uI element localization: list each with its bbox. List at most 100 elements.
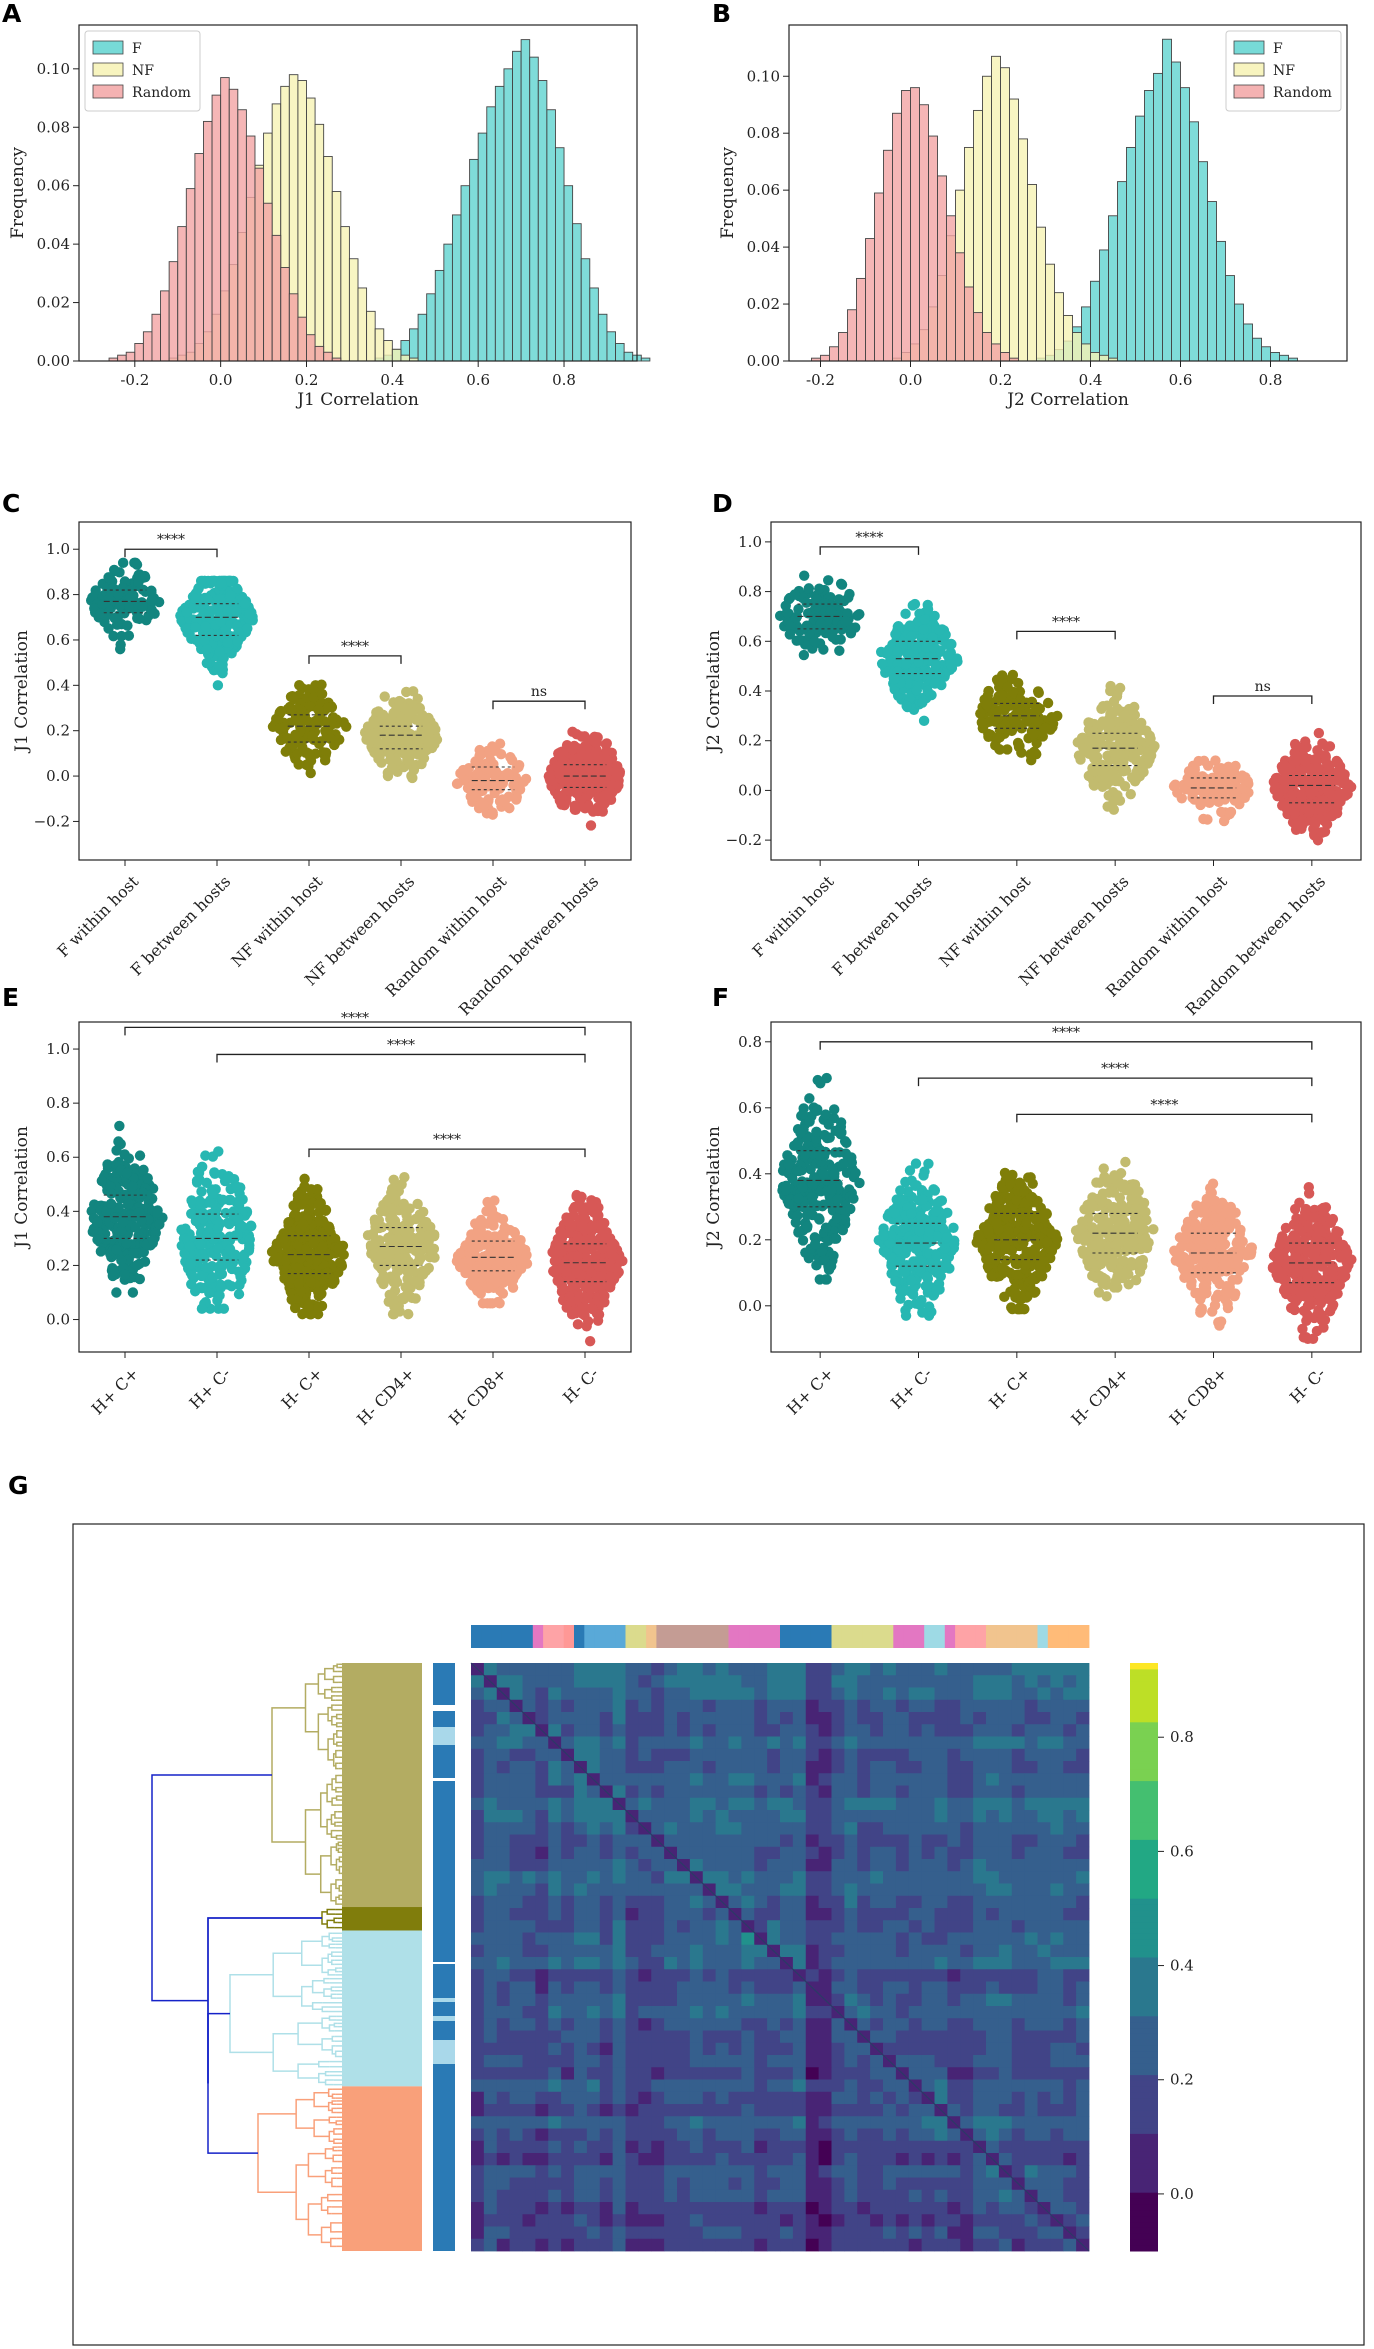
histogram-bar-random xyxy=(297,316,307,362)
swarm-point xyxy=(494,1298,505,1309)
swarm-point xyxy=(103,572,114,583)
swarm-point xyxy=(922,685,933,697)
swarm-point xyxy=(820,1222,832,1233)
panel-a-histogram: -0.2 0.0 0.2 0.4 0.6 0.80.000.020.040.060.080… xyxy=(8,24,651,410)
histogram-bar-nf xyxy=(1036,226,1046,362)
histogram-bar-random xyxy=(820,354,830,362)
swarm-point xyxy=(121,1237,132,1249)
histogram-bar-f xyxy=(1207,201,1217,362)
swarm-group xyxy=(1268,727,1357,846)
y-tick-label: 0.02 xyxy=(37,294,70,312)
swarm-point xyxy=(186,1195,197,1206)
swarm-point xyxy=(1225,806,1237,818)
swarm-point xyxy=(931,1250,942,1261)
panel-e-swarm: 0.00.20.40.60.81.0H+ C+ H+ C- H- C+ H- CD4+… xyxy=(12,1010,632,1429)
swarm-point xyxy=(327,712,339,723)
x-tick-label: 0.6 xyxy=(1169,371,1193,389)
swarm-point xyxy=(901,700,912,712)
swarm-point xyxy=(910,1158,922,1169)
swarm-point xyxy=(835,634,846,645)
swarm-point xyxy=(1322,760,1334,771)
histogram-bar-random xyxy=(220,77,230,362)
swarm-point xyxy=(892,666,903,677)
swarm-point xyxy=(1170,779,1181,790)
x-axis-label: J2 Correlation xyxy=(1005,390,1129,410)
swarm-point xyxy=(572,1251,583,1262)
swarm-point xyxy=(139,571,151,583)
swarm-point xyxy=(610,767,621,778)
histogram-bar-f xyxy=(460,185,471,362)
y-tick-label: −0.2 xyxy=(726,831,762,849)
swarm-point xyxy=(583,1282,594,1293)
swarm-point xyxy=(811,1126,822,1137)
swarm-point xyxy=(202,594,214,606)
swarm-point xyxy=(587,1221,598,1232)
swarm-point xyxy=(418,752,430,764)
swarm-point xyxy=(199,1253,210,1264)
swarm-point xyxy=(1218,815,1230,827)
swarm-point xyxy=(1183,766,1195,777)
significance-bracket xyxy=(1016,630,1116,640)
swarm-point xyxy=(401,686,412,698)
swarm-point xyxy=(1300,756,1311,767)
swarm-point xyxy=(214,593,226,605)
histogram-bar-nf xyxy=(1099,354,1109,362)
swarm-group xyxy=(873,1158,960,1321)
swarm-point xyxy=(907,600,918,611)
y-tick-label: 0.06 xyxy=(37,177,70,195)
swarm-point xyxy=(836,579,848,590)
significance-bracket xyxy=(124,548,218,558)
histogram-bar-random xyxy=(211,94,222,362)
swarm-point xyxy=(117,557,129,569)
swarm-point xyxy=(125,1210,136,1221)
swarm-point xyxy=(567,726,578,738)
swarm-point xyxy=(154,1219,165,1230)
swarm-point xyxy=(832,1193,843,1205)
y-tick-label: 0.00 xyxy=(747,352,780,370)
swarm-point xyxy=(127,1287,139,1298)
histogram-bar-random xyxy=(991,343,1001,362)
swarm-point xyxy=(549,1255,561,1267)
swarm-point xyxy=(102,1159,113,1170)
significance-label: **** xyxy=(157,532,185,548)
swarm-point xyxy=(845,628,857,639)
swarm-point xyxy=(931,1267,942,1278)
histogram-bar-random xyxy=(919,104,929,362)
swarm-point xyxy=(365,1240,377,1251)
histogram-bar-f xyxy=(1252,337,1262,362)
swarm-point xyxy=(1340,787,1351,798)
histogram-bar-f xyxy=(512,50,522,362)
swarm-point xyxy=(914,1225,925,1237)
swarm-point xyxy=(1212,764,1223,775)
swarm-point xyxy=(569,1280,580,1292)
swarm-point xyxy=(109,612,120,624)
histogram-bar-f xyxy=(1108,215,1118,362)
swarm-point xyxy=(476,1238,487,1249)
histogram-bar-random xyxy=(973,312,983,362)
swarm-point xyxy=(566,1295,578,1307)
swarm-point xyxy=(561,785,572,796)
swarm-point xyxy=(195,1239,206,1250)
x-tick-label: 0.2 xyxy=(295,371,319,389)
legend-label: NF xyxy=(1273,63,1295,79)
histogram-bar-f xyxy=(1135,115,1145,362)
histogram-bar-random xyxy=(203,120,213,362)
swarm-point xyxy=(919,614,931,625)
significance-label: ns xyxy=(531,684,547,700)
swarm-point xyxy=(1032,715,1044,727)
swarm-point xyxy=(848,1193,859,1204)
swarm-point xyxy=(399,702,410,714)
swarm-point xyxy=(834,1147,845,1158)
swarm-point xyxy=(1287,795,1299,807)
swarm-point xyxy=(1029,746,1040,758)
swarm-point xyxy=(95,1246,107,1257)
histogram-bar-random xyxy=(1000,352,1010,362)
swarm-point xyxy=(818,1168,829,1179)
x-tick-label: F within host xyxy=(53,871,142,960)
swarm-point xyxy=(392,1233,403,1244)
swarm-point xyxy=(976,717,988,728)
swarm-point xyxy=(825,1260,837,1272)
swarm-point xyxy=(555,1225,566,1237)
swarm-point xyxy=(316,688,328,700)
y-tick-label: 0.08 xyxy=(37,118,70,136)
